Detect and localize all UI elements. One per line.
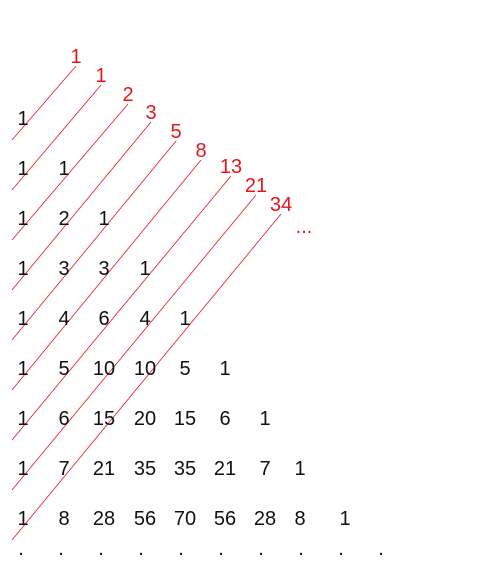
pascal-number-row6-col3: 20 [134, 408, 156, 430]
fibonacci-label-2: 1 [95, 65, 106, 87]
pascal-number-row5-col5: 1 [219, 358, 230, 380]
pascal-number-row5-col0: 1 [17, 358, 28, 380]
pascal-number-row8-col2: 28 [93, 508, 115, 530]
bottom-dots-row: .......... [18, 538, 384, 560]
pascal-number-row3-col1: 3 [58, 258, 69, 280]
bottom-dot-2: . [58, 538, 64, 560]
pascal-number-row8-col3: 56 [134, 508, 156, 530]
pascal-number-row4-col2: 6 [98, 308, 109, 330]
pascal-number-row8-col6: 28 [254, 508, 276, 530]
pascal-number-row7-col1: 7 [58, 458, 69, 480]
pascal-number-row6-col6: 1 [259, 408, 270, 430]
pascal-number-row4-col1: 4 [58, 308, 69, 330]
fibonacci-label-1: 1 [70, 46, 81, 68]
fibonacci-label-6: 8 [195, 140, 206, 162]
pascal-number-row5-col2: 10 [93, 358, 115, 380]
pascal-number-row4-col4: 1 [179, 308, 190, 330]
fibonacci-label-8: 21 [245, 175, 267, 197]
pascal-number-row1-col1: 1 [58, 158, 69, 180]
pascal-number-row6-col5: 6 [219, 408, 230, 430]
pascal-number-row6-col2: 15 [93, 408, 115, 430]
pascal-number-row2-col0: 1 [17, 208, 28, 230]
bottom-dot-10: . [378, 538, 384, 560]
pascal-number-row8-col1: 8 [58, 508, 69, 530]
diagonal-line-6 [11, 159, 202, 391]
fibonacci-label-4: 3 [145, 102, 156, 124]
fibonacci-label-5: 5 [170, 121, 181, 143]
pascal-number-row7-col3: 35 [134, 458, 156, 480]
diagonal-line-4 [11, 121, 152, 291]
bottom-dot-4: . [138, 538, 144, 560]
diagonal-line-7 [11, 175, 232, 441]
bottom-dot-6: . [218, 538, 224, 560]
fibonacci-label-3: 2 [122, 84, 133, 106]
pascal-number-row6-col1: 6 [58, 408, 69, 430]
pascal-number-row5-col1: 5 [58, 358, 69, 380]
pascal-number-row4-col3: 4 [139, 308, 150, 330]
pascal-number-row7-col6: 7 [259, 458, 270, 480]
pascal-number-row3-col3: 1 [139, 258, 150, 280]
pascal-number-row8-col7: 8 [294, 508, 305, 530]
diagonal-line-2 [11, 84, 102, 191]
pascal-number-row8-col4: 70 [174, 508, 196, 530]
pascal-number-row7-col7: 1 [294, 458, 305, 480]
bottom-dot-7: . [258, 538, 264, 560]
pascal-number-row6-col4: 15 [174, 408, 196, 430]
pascal-number-row6-col0: 1 [17, 408, 28, 430]
pascal-number-row1-col0: 1 [17, 158, 28, 180]
pascal-number-row5-col4: 5 [179, 358, 190, 380]
pascal-number-row3-col0: 1 [17, 258, 28, 280]
diagonal-line-3 [11, 103, 129, 241]
bottom-dot-8: . [298, 538, 304, 560]
pascal-number-row7-col4: 35 [174, 458, 196, 480]
pascal-triangle: 11 11 2 11 3 3 11 4 6 4 11 5 10 10 5 11 6 15 20 15 6 11 7 21 35 3… [17, 108, 350, 530]
pascal-number-row2-col2: 1 [98, 208, 109, 230]
pascal-number-row7-col0: 1 [17, 458, 28, 480]
pascal-number-row0-col0: 1 [17, 108, 28, 130]
pascal-number-row8-col8: 1 [339, 508, 350, 530]
pascal-number-row4-col0: 1 [17, 308, 28, 330]
pascal-number-row8-col5: 56 [214, 508, 236, 530]
pascal-number-row8-col0: 1 [17, 508, 28, 530]
pascal-number-row3-col2: 3 [98, 258, 109, 280]
fibonacci-label-9: 34 [270, 194, 292, 216]
diagonal-lines [11, 65, 282, 541]
bottom-dot-3: . [98, 538, 104, 560]
diagonal-line-1 [11, 65, 77, 141]
diagonal-line-9 [11, 213, 282, 541]
pascal-number-row2-col1: 2 [58, 208, 69, 230]
bottom-dot-5: . [178, 538, 184, 560]
diagonal-line-5 [11, 140, 177, 341]
pascal-number-row7-col2: 21 [93, 458, 115, 480]
pascal-number-row5-col3: 10 [134, 358, 156, 380]
bottom-dot-1: . [18, 538, 24, 560]
fibonacci-label-7: 13 [220, 156, 242, 178]
fibonacci-continuation: ... [296, 216, 313, 238]
diagonal-line-8 [11, 194, 257, 491]
bottom-dot-9: . [338, 538, 344, 560]
pascal-number-row7-col5: 21 [214, 458, 236, 480]
